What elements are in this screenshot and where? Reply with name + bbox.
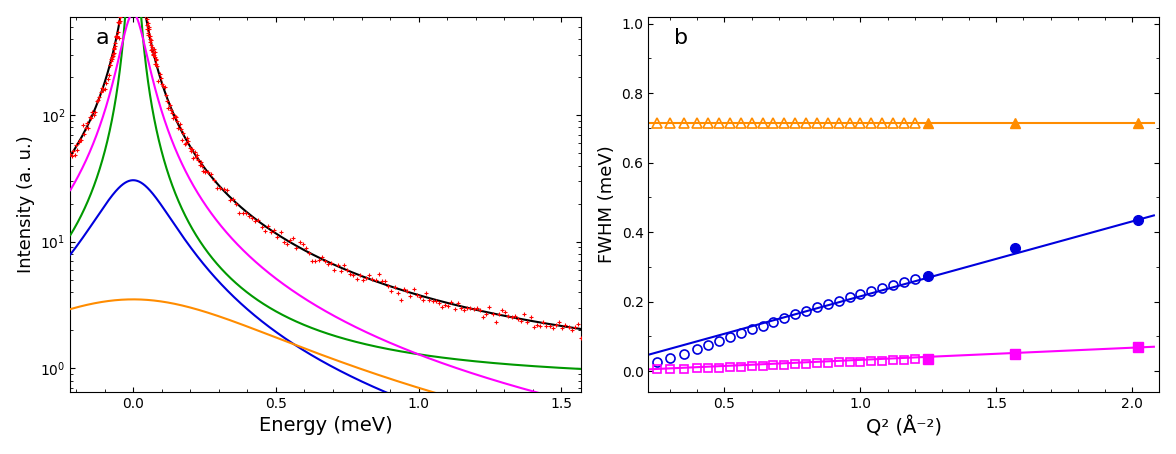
Text: b: b — [674, 28, 688, 48]
Y-axis label: FWHM (meV): FWHM (meV) — [597, 145, 616, 263]
X-axis label: Energy (meV): Energy (meV) — [259, 416, 393, 435]
Y-axis label: Intensity (a. u.): Intensity (a. u.) — [16, 135, 34, 273]
X-axis label: Q² (Å⁻²): Q² (Å⁻²) — [866, 416, 942, 437]
Text: a: a — [96, 28, 109, 48]
